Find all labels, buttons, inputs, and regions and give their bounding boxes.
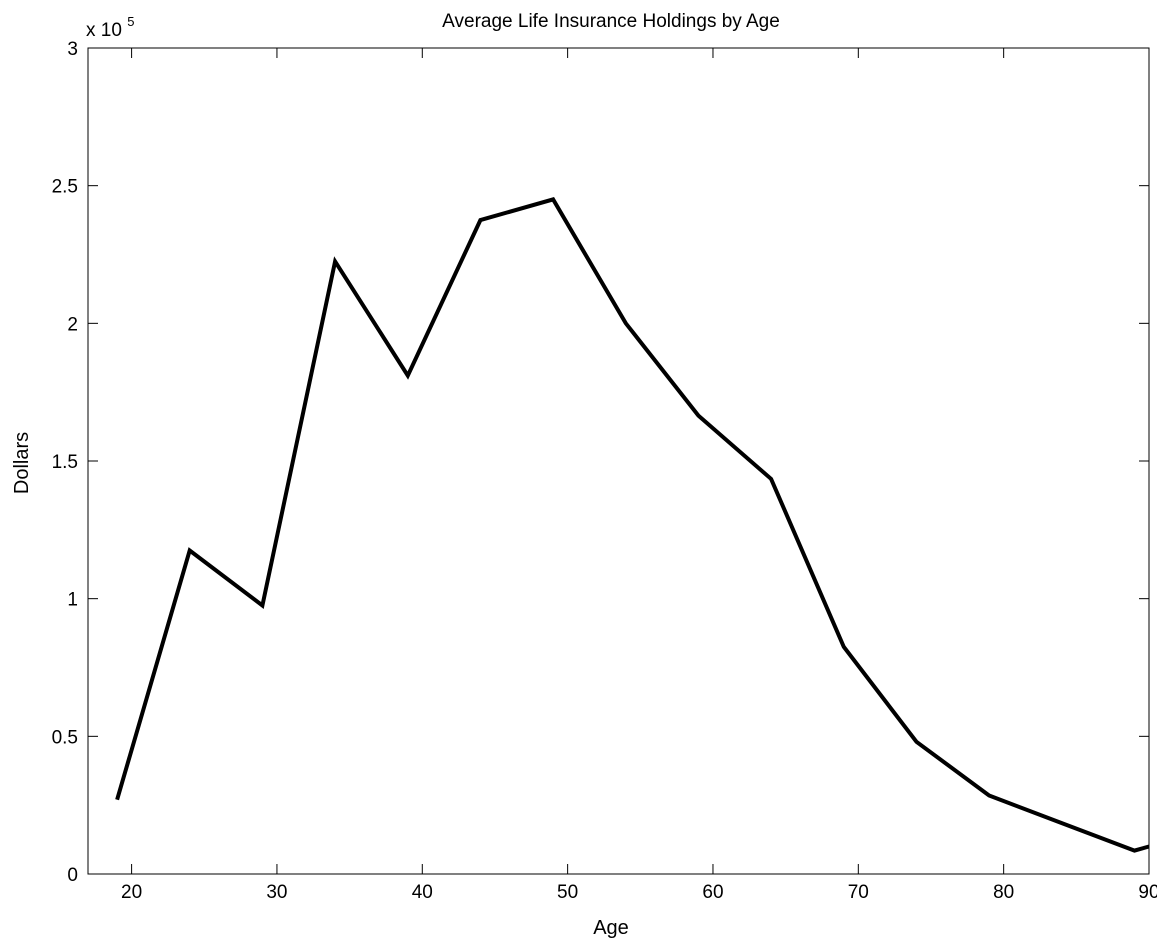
plot-area — [87, 47, 1150, 875]
x-tick-label: 20 — [121, 882, 142, 903]
y-tick-label: 2 — [67, 314, 78, 335]
series-line — [115, 197, 1150, 853]
x-tick-label: 30 — [266, 882, 287, 903]
y-tick-label: 3 — [67, 39, 78, 60]
x-tick-label: 60 — [702, 882, 723, 903]
y-axis-ticks: 0 0.5 1 1.5 2 2.5 3 — [52, 39, 1149, 886]
x-axis-label: Age — [593, 917, 629, 939]
x-tick-label: 40 — [412, 882, 433, 903]
y-axis-exponent-power: 5 — [127, 14, 134, 29]
y-axis-exponent-base: x 10 — [86, 20, 122, 41]
y-tick-label: 0.5 — [52, 727, 78, 748]
y-tick-label: 1 — [67, 590, 78, 611]
x-tick-label: 50 — [557, 882, 578, 903]
chart-title: Average Life Insurance Holdings by Age — [442, 11, 780, 32]
x-tick-label: 70 — [848, 882, 869, 903]
y-axis-label: Dollars — [11, 432, 33, 494]
y-axis-exponent: x 10 5 — [86, 14, 134, 41]
y-tick-label: 2.5 — [52, 177, 78, 198]
x-axis-ticks: 20 30 40 50 60 70 80 90 — [121, 48, 1157, 903]
x-tick-label: 80 — [993, 882, 1014, 903]
series-lines — [115, 197, 1150, 853]
y-tick-label: 1.5 — [52, 452, 78, 473]
y-tick-label: 0 — [67, 865, 78, 886]
x-tick-label: 90 — [1138, 882, 1157, 903]
